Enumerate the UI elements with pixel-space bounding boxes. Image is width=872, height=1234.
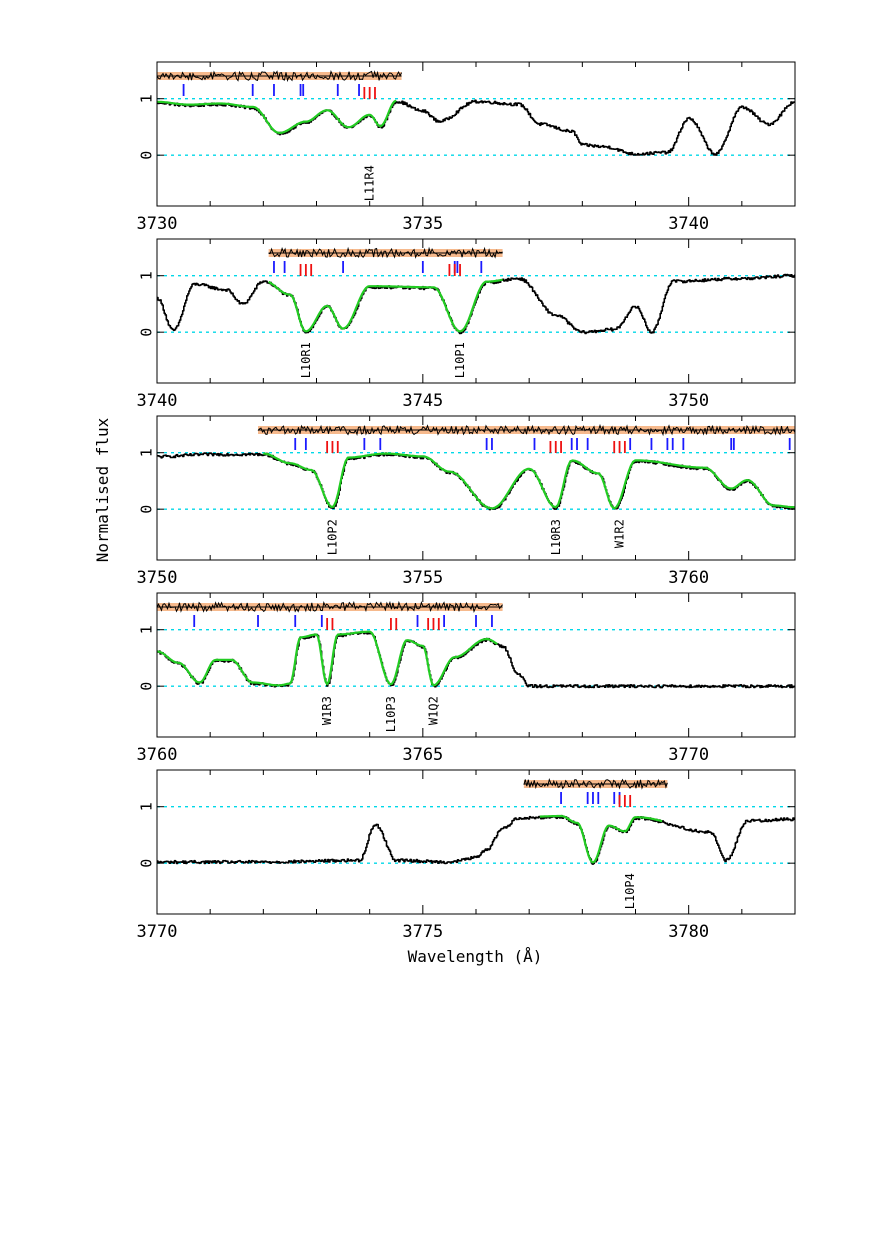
y-axis-title: Normalised flux xyxy=(93,417,112,562)
model-fit xyxy=(157,630,498,687)
x-tick-label: 3770 xyxy=(668,745,709,765)
model-fit xyxy=(539,814,663,864)
panel-frame xyxy=(156,769,796,915)
spectrum-panel: 3770 3775 3780 0 1 L10P4 xyxy=(137,769,796,942)
x-tick-label: 3735 xyxy=(402,214,443,234)
spectrum-panel: 3730 3735 3740 0 1 L11R4 xyxy=(137,61,796,234)
y-tick-label: 1 xyxy=(138,448,156,457)
x-tick-label: 3750 xyxy=(137,568,178,588)
observed-spectrum xyxy=(157,630,795,689)
x-tick-label: 3750 xyxy=(668,391,709,411)
spectrum-panel: 3750 3755 3760 0 1 L10P2 L10R3 W1R2 xyxy=(137,415,796,588)
y-tick-label: 0 xyxy=(138,505,156,514)
y-tick-label: 1 xyxy=(138,802,156,811)
line-label: L10P4 xyxy=(623,873,637,909)
line-label: L10R3 xyxy=(549,519,563,555)
spectrum-panel: 3740 3745 3750 0 1 L10R1 L10P1 xyxy=(137,238,796,411)
y-tick-label: 0 xyxy=(138,151,156,160)
y-tick-label: 0 xyxy=(138,859,156,868)
line-label: L10P3 xyxy=(384,696,398,732)
line-label: L11R4 xyxy=(363,165,377,201)
x-tick-label: 3755 xyxy=(402,568,443,588)
residuals xyxy=(157,600,503,614)
panel-frame xyxy=(156,238,796,384)
observed-spectrum xyxy=(157,452,795,511)
y-tick-label: 0 xyxy=(138,682,156,691)
observed-spectrum xyxy=(157,99,795,156)
y-tick-label: 1 xyxy=(138,94,156,103)
residuals xyxy=(268,246,503,259)
x-tick-label: 3780 xyxy=(668,922,709,942)
line-label: W1R2 xyxy=(613,519,627,548)
line-label: W1R3 xyxy=(320,696,334,725)
x-tick-label: 3745 xyxy=(402,391,443,411)
plot-area xyxy=(157,600,795,689)
plot-area xyxy=(157,777,795,865)
x-tick-label: 3775 xyxy=(402,922,443,942)
plot-area xyxy=(157,246,795,335)
y-tick-label: 0 xyxy=(138,328,156,337)
residuals xyxy=(523,777,668,790)
observed-spectrum xyxy=(157,814,795,865)
observed-spectrum xyxy=(157,273,795,335)
plot-area xyxy=(157,70,795,156)
x-tick-label: 3740 xyxy=(137,391,178,411)
model-fit xyxy=(157,99,397,134)
residuals xyxy=(157,70,403,83)
x-tick-label: 3760 xyxy=(668,568,709,588)
spectrum-panel: 3760 3765 3770 0 1 W1R3 L10P3 W1Q2 xyxy=(137,592,796,765)
x-tick-label: 3730 xyxy=(137,214,178,234)
residuals xyxy=(257,423,795,437)
x-tick-label: 3765 xyxy=(402,745,443,765)
x-axis-title: Wavelength (Å) xyxy=(408,947,543,966)
x-tick-label: 3770 xyxy=(137,922,178,942)
model-fit xyxy=(263,452,795,510)
panel-frame xyxy=(156,415,796,561)
panel-frame xyxy=(156,61,796,207)
y-tick-label: 1 xyxy=(138,271,156,280)
line-label: L10P2 xyxy=(325,519,339,555)
line-label: W1Q2 xyxy=(426,696,440,725)
panel-frame xyxy=(156,592,796,738)
model-fit xyxy=(268,278,503,333)
panels-group: 3730 3735 3740 0 1 L11R4 3740 3745 3750 0 1 L10R1 L1… xyxy=(137,61,796,942)
x-tick-label: 3740 xyxy=(668,214,709,234)
plot-area xyxy=(157,423,795,511)
y-tick-label: 1 xyxy=(138,625,156,634)
x-tick-label: 3760 xyxy=(137,745,178,765)
line-label: L10P1 xyxy=(453,342,467,378)
line-label: L10R1 xyxy=(299,342,313,378)
